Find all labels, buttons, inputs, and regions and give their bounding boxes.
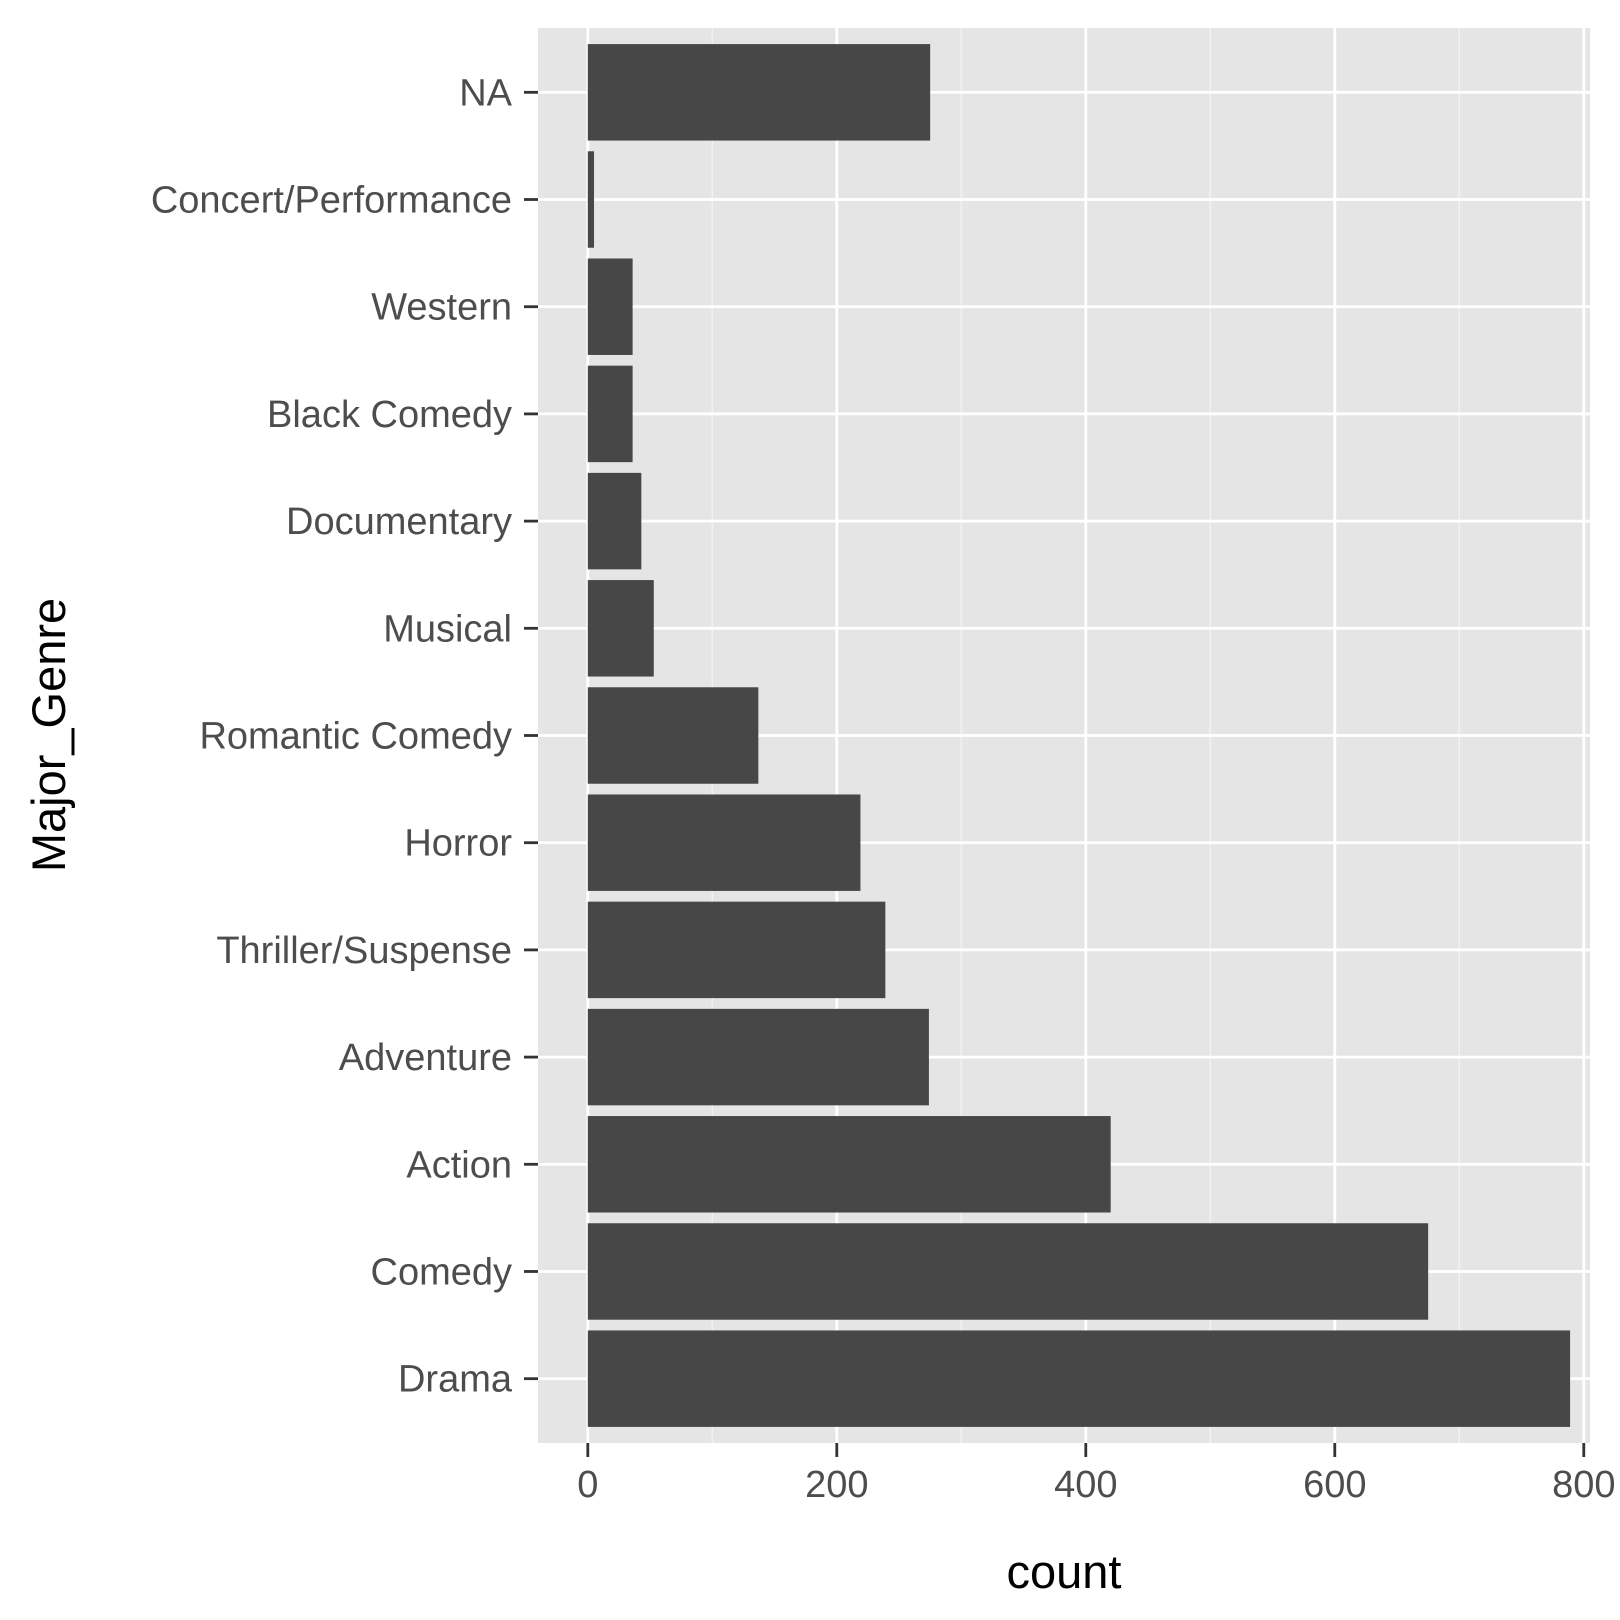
- bar: [587, 687, 759, 784]
- y-tick-label: Thriller/Suspense: [216, 930, 512, 972]
- y-tick-label: Drama: [398, 1359, 513, 1401]
- y-tick-label: Documentary: [286, 501, 512, 543]
- y-tick-label: Adventure: [339, 1037, 512, 1079]
- x-tick-label: 800: [1552, 1464, 1615, 1506]
- y-axis-title: Major_Genre: [22, 598, 75, 872]
- bar: [587, 901, 886, 999]
- bar: [587, 1116, 1111, 1213]
- y-tick-label: Black Comedy: [267, 394, 512, 436]
- bar: [587, 1223, 1429, 1320]
- x-tick-label: 200: [805, 1464, 868, 1506]
- bar: [587, 365, 633, 463]
- bar: [587, 1330, 1571, 1427]
- x-tick-label: 0: [577, 1464, 598, 1506]
- y-tick-label: Action: [406, 1144, 512, 1186]
- y-tick-label: Romantic Comedy: [199, 716, 512, 758]
- bar: [587, 472, 642, 570]
- y-tick-label: NA: [459, 72, 512, 114]
- bar: [587, 794, 861, 891]
- bar: [587, 151, 595, 248]
- y-tick-label: Concert/Performance: [151, 180, 512, 222]
- bar: [587, 1008, 929, 1106]
- y-axis: Drama Comedy Action Adventure Thriller/Suspe…: [151, 72, 538, 1401]
- x-axis-title: count: [1007, 1545, 1122, 1598]
- y-tick-label: Western: [371, 287, 512, 329]
- bar: [587, 44, 931, 141]
- x-tick-label: 400: [1054, 1464, 1117, 1506]
- y-tick-label: Horror: [404, 823, 512, 865]
- x-axis: 0 200 400 600 800: [577, 1443, 1615, 1506]
- bar: [587, 580, 654, 677]
- y-tick-label: Musical: [383, 608, 512, 650]
- bars: [587, 44, 1571, 1427]
- x-tick-label: 600: [1303, 1464, 1366, 1506]
- bar: [587, 258, 633, 355]
- y-tick-label: Comedy: [371, 1251, 513, 1293]
